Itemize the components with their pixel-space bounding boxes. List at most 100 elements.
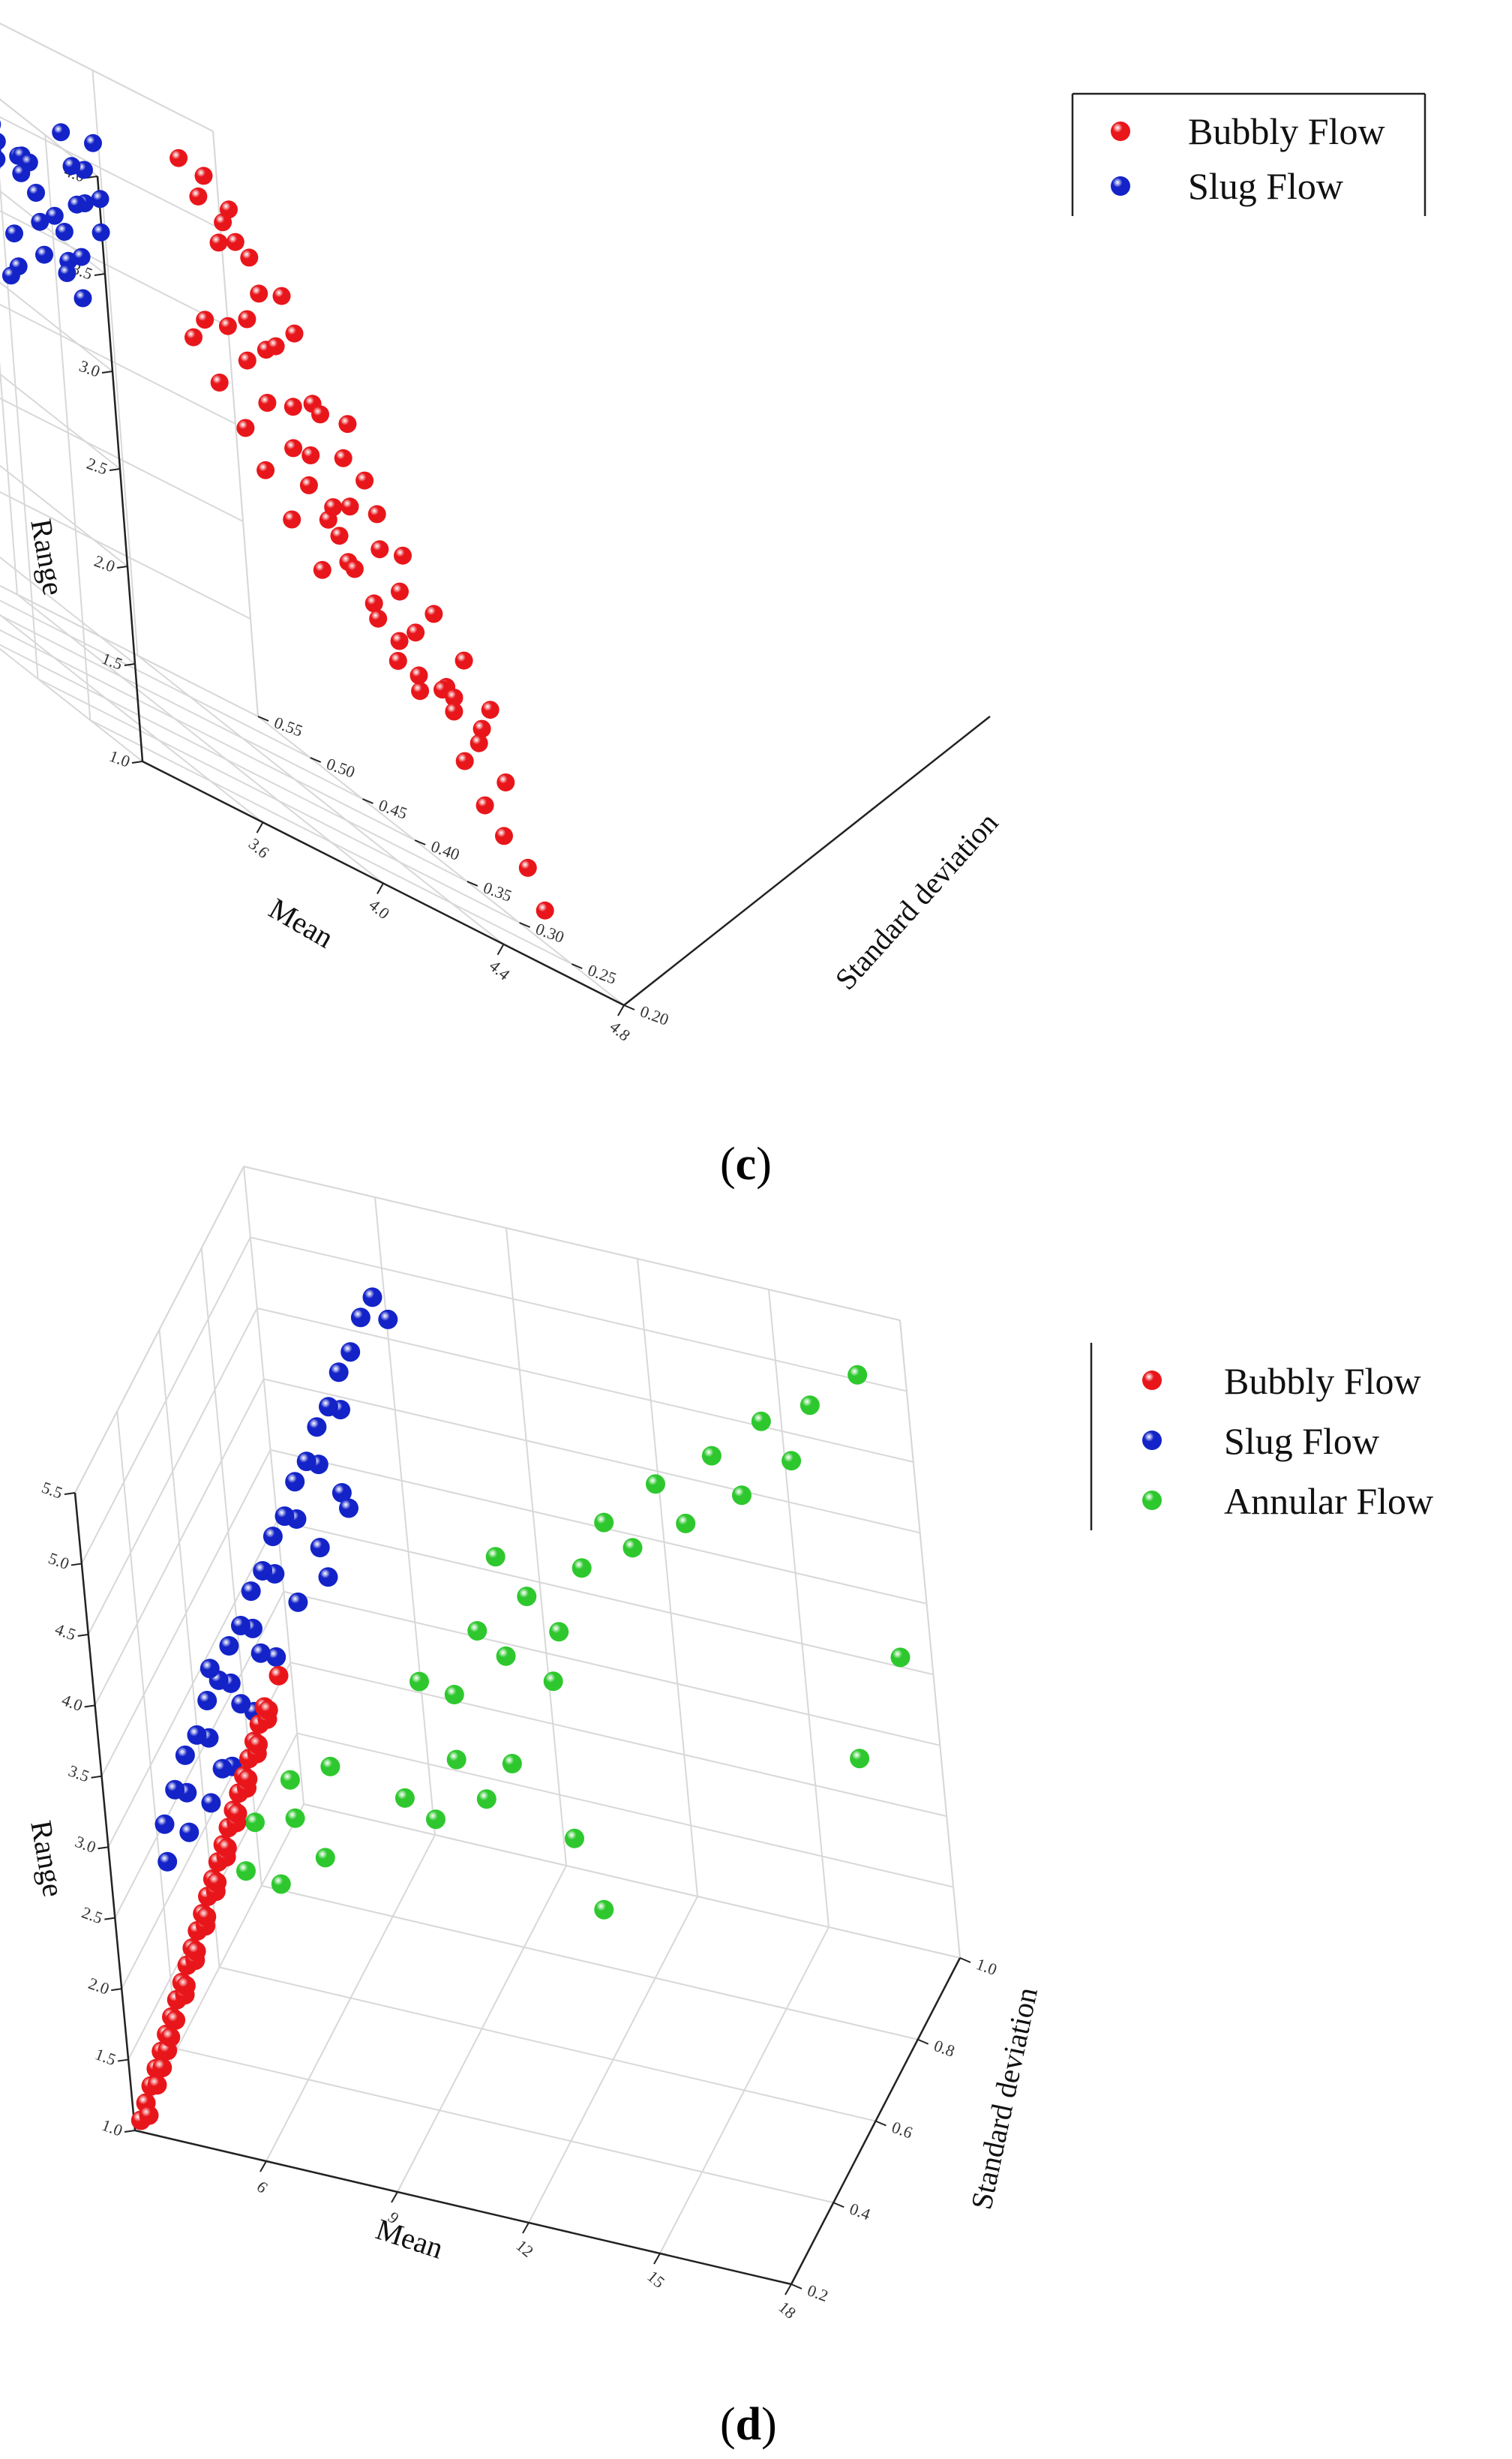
panel-d-legend: Bubbly Flow Slug Flow Annular Flow <box>1090 1343 1433 1530</box>
data-point-annular-flow <box>890 1647 910 1668</box>
range-tick-mark <box>101 371 113 374</box>
gridline <box>506 1227 567 1866</box>
range-tick-label: 2.5 <box>80 1902 105 1927</box>
data-point-annular-flow <box>850 1749 870 1769</box>
gridline <box>107 1520 278 1848</box>
range-tick-mark <box>111 1988 122 1992</box>
data-point-bubbly-flow <box>338 415 357 434</box>
range-tick-label: 3.5 <box>66 1761 92 1786</box>
panel-d-legend-marker-bubbly <box>1142 1371 1162 1390</box>
data-point-bubbly-flow <box>455 752 474 770</box>
data-point-slug-flow <box>332 1483 352 1503</box>
stddev-tick-label: 0.20 <box>638 1001 671 1029</box>
data-point-slug-flow <box>31 212 50 231</box>
gridline <box>296 1732 954 1888</box>
range-tick-label: 5.0 <box>46 1548 71 1573</box>
data-point-annular-flow <box>446 1749 466 1770</box>
gridline <box>0 556 136 665</box>
gridline <box>0 464 128 567</box>
range-tick-mark <box>91 1775 102 1779</box>
data-point-slug-flow <box>20 153 38 172</box>
mean-tick-label: 4.8 <box>606 1017 634 1045</box>
data-point-slug-flow <box>45 206 64 225</box>
data-point-slug-flow <box>231 1616 250 1635</box>
range-tick-mark <box>70 1563 82 1566</box>
range-tick-mark <box>104 1917 116 1920</box>
frame-edge <box>899 1320 961 1959</box>
data-point-annular-flow <box>485 1547 506 1567</box>
data-point-bubbly-flow <box>311 405 329 424</box>
data-point-bubbly-flow <box>340 497 359 516</box>
stddev-tick-mark <box>310 757 322 763</box>
gridline <box>261 1884 918 2040</box>
range-tick-mark <box>124 2130 136 2133</box>
data-point-bubbly-flow <box>226 233 244 251</box>
panel-c-stddev-axis-label: Standard deviation <box>829 806 1005 996</box>
range-tick-mark <box>64 1492 76 1495</box>
gridline <box>303 1803 961 1959</box>
mean-tick-mark <box>617 1004 625 1016</box>
range-tick-label: 1.0 <box>99 2115 124 2140</box>
data-point-bubbly-flow <box>139 2105 159 2125</box>
frame-edge <box>0 98 98 177</box>
gridline <box>284 1590 940 1746</box>
mean-tick-mark <box>391 2191 398 2203</box>
data-point-bubbly-flow <box>411 682 430 701</box>
data-point-bubbly-flow <box>476 796 494 815</box>
panel-c-legend: Bubbly Flow Slug Flow <box>1071 92 1426 216</box>
mean-tick-label: 18 <box>775 2298 800 2322</box>
range-tick-mark <box>98 1846 109 1850</box>
data-point-bubbly-flow <box>445 702 464 721</box>
data-point-annular-flow <box>271 1874 291 1894</box>
data-point-slug-flow <box>62 157 81 176</box>
data-point-bubbly-flow <box>147 2075 167 2095</box>
stddev-tick-mark <box>362 798 374 804</box>
data-point-bubbly-flow <box>194 167 213 185</box>
range-tick-mark <box>84 1704 95 1708</box>
panel-c-caption: (c) <box>720 1139 772 1190</box>
gridline <box>0 23 214 132</box>
stddev-tick-label: 1.0 <box>974 1954 999 1979</box>
data-point-annular-flow <box>543 1671 563 1692</box>
panel-d-legend-marker-annular <box>1142 1491 1162 1510</box>
gridline <box>374 1196 436 1836</box>
data-point-bubbly-flow <box>170 149 188 167</box>
data-point-bubbly-flow <box>472 719 491 738</box>
data-point-bubbly-flow <box>454 651 473 670</box>
gridline <box>290 1662 947 1818</box>
data-point-annular-flow <box>394 1788 415 1808</box>
data-point-bubbly-flow <box>256 461 275 479</box>
panel-d-stddev-axis-label: Standard deviation <box>964 1984 1044 2212</box>
data-point-bubbly-flow <box>369 609 388 628</box>
range-tick-mark <box>109 468 121 471</box>
data-point-slug-flow <box>241 1581 261 1602</box>
data-point-slug-flow <box>74 289 92 308</box>
data-point-bubbly-flow <box>406 623 425 642</box>
stddev-tick-label: 0.45 <box>376 795 410 823</box>
data-point-bubbly-flow <box>410 666 428 685</box>
data-point-bubbly-flow <box>240 248 259 267</box>
frame-edge <box>0 23 214 132</box>
mean-tick-label: 3.6 <box>245 834 273 862</box>
stddev-tick-mark <box>414 839 426 845</box>
range-tick-mark <box>117 2058 129 2062</box>
stddev-tick-label: 0.40 <box>428 836 462 864</box>
gridline <box>0 491 251 620</box>
stddev-tick-mark <box>832 2202 844 2208</box>
data-point-annular-flow <box>476 1789 496 1809</box>
data-point-bubbly-flow <box>284 439 303 458</box>
data-point-slug-flow <box>231 1694 251 1714</box>
data-point-annular-flow <box>315 1848 335 1868</box>
gridline <box>136 654 505 945</box>
gridline <box>257 716 625 1006</box>
data-point-slug-flow <box>0 133 6 150</box>
data-point-annular-flow <box>285 1808 305 1828</box>
data-point-bubbly-flow <box>227 1803 248 1824</box>
panel-c-axes-box <box>96 176 991 1007</box>
data-point-annular-flow <box>701 1446 722 1466</box>
stddev-tick-mark <box>623 1004 635 1010</box>
mean-tick-mark <box>653 2253 661 2265</box>
gridline <box>0 644 468 882</box>
data-point-bubbly-flow <box>236 419 255 437</box>
stddev-tick-label: 0.2 <box>805 2280 830 2305</box>
